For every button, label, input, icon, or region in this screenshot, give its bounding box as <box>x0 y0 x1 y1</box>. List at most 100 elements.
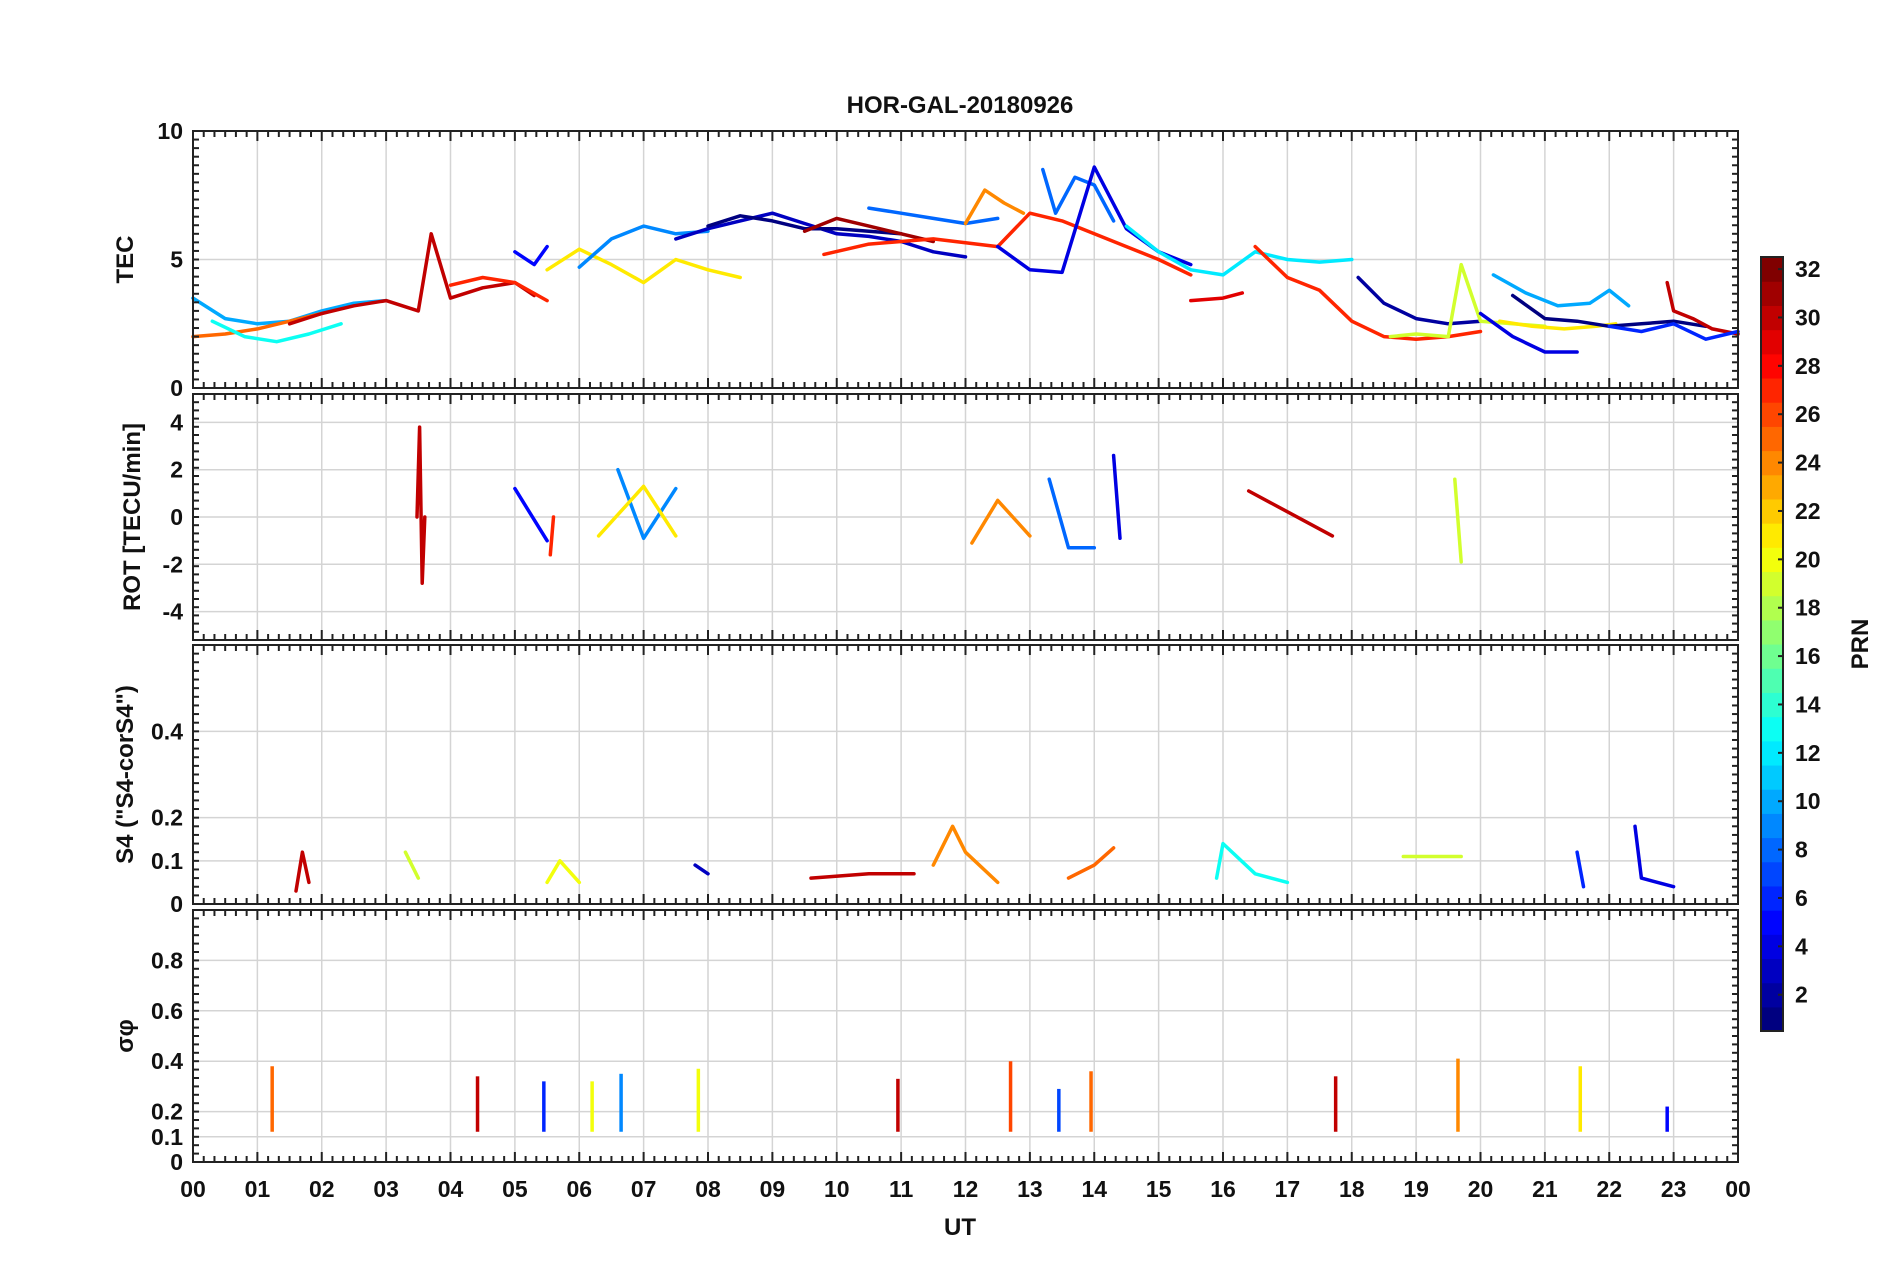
series-line-prn-29 <box>1189 291 1245 303</box>
series-line-prn-24 <box>931 824 1000 885</box>
colorbar-segment <box>1761 474 1783 500</box>
chart-title: HOR-GAL-20180926 <box>847 92 1074 119</box>
colorbar-tick-label: 12 <box>1795 740 1821 766</box>
colorbar-segment <box>1761 281 1783 306</box>
series-line-prn-30 <box>415 425 427 585</box>
colorbar-tick-label: 22 <box>1795 498 1821 524</box>
series-line-prn-13 <box>1214 841 1290 885</box>
colorbar-segment <box>1761 982 1783 1008</box>
series-line-prn-31 <box>802 216 936 244</box>
panel-3: 0 0.1 0.2 0.4 S4 ("S4-corS4") <box>112 644 1739 917</box>
series-line-prn-10 <box>1491 273 1631 308</box>
series-line-prn-8 <box>867 206 1000 226</box>
colorbar-segment <box>1761 571 1783 597</box>
series-line-prn-30 <box>809 872 916 880</box>
y-axis-label: TEC <box>112 236 139 284</box>
y-tick-label: 5 <box>170 247 183 273</box>
y-tick-label: 0.1 <box>151 848 183 874</box>
series-line-prn-6 <box>1607 322 1740 341</box>
colorbar-segment <box>1761 523 1783 548</box>
x-tick-label: 00 <box>1725 1176 1751 1202</box>
x-tick-label: 13 <box>1017 1176 1043 1202</box>
x-tick-label: 15 <box>1146 1176 1172 1202</box>
series-line-prn-20 <box>545 859 582 885</box>
colorbar-segment <box>1761 450 1783 476</box>
colorbar-tick-label: 18 <box>1795 595 1821 621</box>
colorbar-tick-label: 28 <box>1795 353 1821 379</box>
y-tick-label: 0 <box>170 1149 183 1175</box>
colorbar-tick-label: 30 <box>1795 304 1821 330</box>
x-tick-label: 17 <box>1275 1176 1301 1202</box>
series-line-prn-30 <box>1246 489 1335 538</box>
y-tick-label: 0.8 <box>151 947 183 973</box>
colorbar-segment <box>1761 329 1783 355</box>
series-line-prn-4 <box>1633 824 1676 889</box>
y-tick-label: 2 <box>170 457 183 483</box>
y-tick-label: 10 <box>157 118 183 144</box>
y-tick-label: 0 <box>170 375 183 401</box>
y-tick-label: 0 <box>170 504 183 530</box>
colorbar-frame <box>1760 256 1784 1032</box>
series-line-prn-2 <box>1356 275 1483 326</box>
panel-4: 00.10.2 0.4 0.6 0.8 σφ <box>112 909 1739 1175</box>
series-line-prn-12 <box>1124 224 1354 277</box>
y-tick-label: -4 <box>163 599 184 625</box>
colorbar-segment <box>1761 934 1783 960</box>
y-tick-label: -2 <box>163 551 183 577</box>
colorbar-segment <box>1761 257 1783 282</box>
x-tick-label: 21 <box>1532 1176 1558 1202</box>
x-tick-label: 10 <box>824 1176 850 1202</box>
colorbar-tick-label: 26 <box>1795 401 1821 427</box>
colorbar-segment <box>1761 644 1783 669</box>
colorbar-tick-label: 2 <box>1795 982 1808 1008</box>
y-tick-label: 0.2 <box>151 805 183 831</box>
x-tick-label: 08 <box>695 1176 721 1202</box>
y-axis-label: S4 ("S4-corS4") <box>112 685 139 864</box>
panel-2: -4 -2 0 2 4 ROT [TECU/min] <box>119 393 1739 641</box>
colorbar-tick-label: 4 <box>1795 933 1808 959</box>
colorbar-segment <box>1761 813 1783 839</box>
colorbar-segment <box>1761 764 1783 790</box>
colorbar-tick-label: 10 <box>1795 788 1821 814</box>
colorbar-segment <box>1761 305 1783 331</box>
y-tick-label: 0 <box>170 891 183 917</box>
colorbar-segment <box>1761 837 1783 863</box>
colorbar-segment <box>1761 595 1783 621</box>
series-line-prn-19 <box>403 850 421 880</box>
x-tick-label: 07 <box>631 1176 657 1202</box>
x-axis-label: UT <box>944 1214 976 1241</box>
colorbar-segment <box>1761 885 1783 911</box>
series-line-prn-30 <box>1665 280 1740 336</box>
x-tick-label: 14 <box>1081 1176 1107 1202</box>
series-line-prn-9 <box>577 224 710 269</box>
y-axis-label: ROT [TECU/min] <box>119 423 146 611</box>
colorbar-segment <box>1761 1006 1783 1032</box>
y-tick-label: 4 <box>170 409 183 435</box>
x-tick-label: 03 <box>373 1176 399 1202</box>
series-line-prn-8 <box>1041 167 1116 223</box>
colorbar-segment <box>1761 958 1783 984</box>
x-tick-label: 12 <box>953 1176 979 1202</box>
colorbar-label: PRN <box>1847 619 1874 670</box>
colorbar-segment <box>1761 402 1783 427</box>
colorbar-segment <box>1761 740 1783 766</box>
panel-1: 0 5 10 TEC <box>112 118 1740 401</box>
series-line-prn-21 <box>545 247 742 285</box>
series-line-prn-9 <box>616 467 678 541</box>
colorbar-segment <box>1761 789 1783 814</box>
series-line-prn-30 <box>294 850 311 893</box>
series-line-prn-4 <box>1111 453 1122 541</box>
colorbar-segment <box>1761 716 1783 742</box>
series-line-prn-24 <box>970 498 1032 545</box>
colorbar-tick-label: 8 <box>1795 837 1808 863</box>
series-line-prn-6 <box>1575 850 1586 889</box>
series-line-prn-13 <box>210 319 343 344</box>
colorbar-segment <box>1761 353 1783 379</box>
colorbar-tick-label: 6 <box>1795 885 1808 911</box>
x-tick-label: 06 <box>566 1176 592 1202</box>
series-line-prn-5 <box>513 244 549 267</box>
colorbar-tick-label: 20 <box>1795 546 1821 572</box>
colorbar-segment <box>1761 910 1783 935</box>
